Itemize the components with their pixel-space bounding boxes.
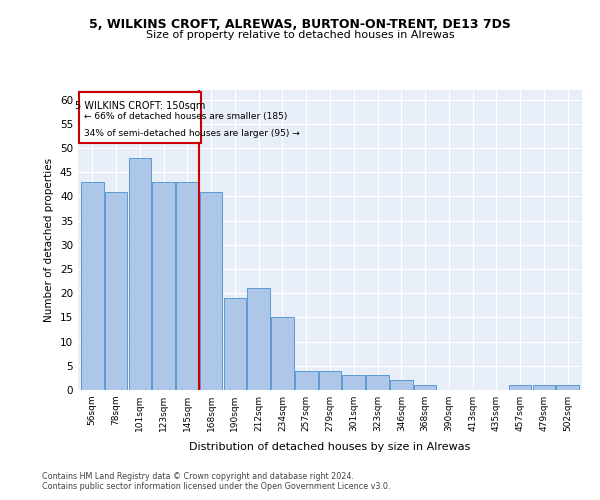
Bar (343, 376, 365, 390)
Bar (81, 182, 104, 390)
Bar (414, 385, 436, 390)
Bar (509, 385, 532, 390)
Text: Contains HM Land Registry data © Crown copyright and database right 2024.: Contains HM Land Registry data © Crown c… (42, 472, 354, 481)
Bar (533, 385, 555, 390)
Text: 34% of semi-detached houses are larger (95) →: 34% of semi-detached houses are larger (… (84, 129, 299, 138)
Bar (295, 370, 317, 390)
Bar (128, 158, 151, 390)
Bar (247, 288, 270, 390)
Bar (200, 192, 223, 390)
Text: Distribution of detached houses by size in Alrewas: Distribution of detached houses by size … (190, 442, 470, 452)
FancyBboxPatch shape (79, 92, 201, 143)
Bar (224, 298, 246, 390)
Bar (390, 380, 413, 390)
Bar (556, 385, 579, 390)
Bar (105, 192, 127, 390)
Text: 5 WILKINS CROFT: 150sqm: 5 WILKINS CROFT: 150sqm (75, 100, 205, 110)
Text: Contains public sector information licensed under the Open Government Licence v3: Contains public sector information licen… (42, 482, 391, 491)
Bar (319, 370, 341, 390)
Bar (271, 318, 294, 390)
Bar (176, 182, 199, 390)
Text: Size of property relative to detached houses in Alrewas: Size of property relative to detached ho… (146, 30, 454, 40)
Text: 5, WILKINS CROFT, ALREWAS, BURTON-ON-TRENT, DE13 7DS: 5, WILKINS CROFT, ALREWAS, BURTON-ON-TRE… (89, 18, 511, 30)
Bar (152, 182, 175, 390)
Text: ← 66% of detached houses are smaller (185): ← 66% of detached houses are smaller (18… (84, 112, 287, 121)
Y-axis label: Number of detached properties: Number of detached properties (44, 158, 55, 322)
Bar (366, 376, 389, 390)
